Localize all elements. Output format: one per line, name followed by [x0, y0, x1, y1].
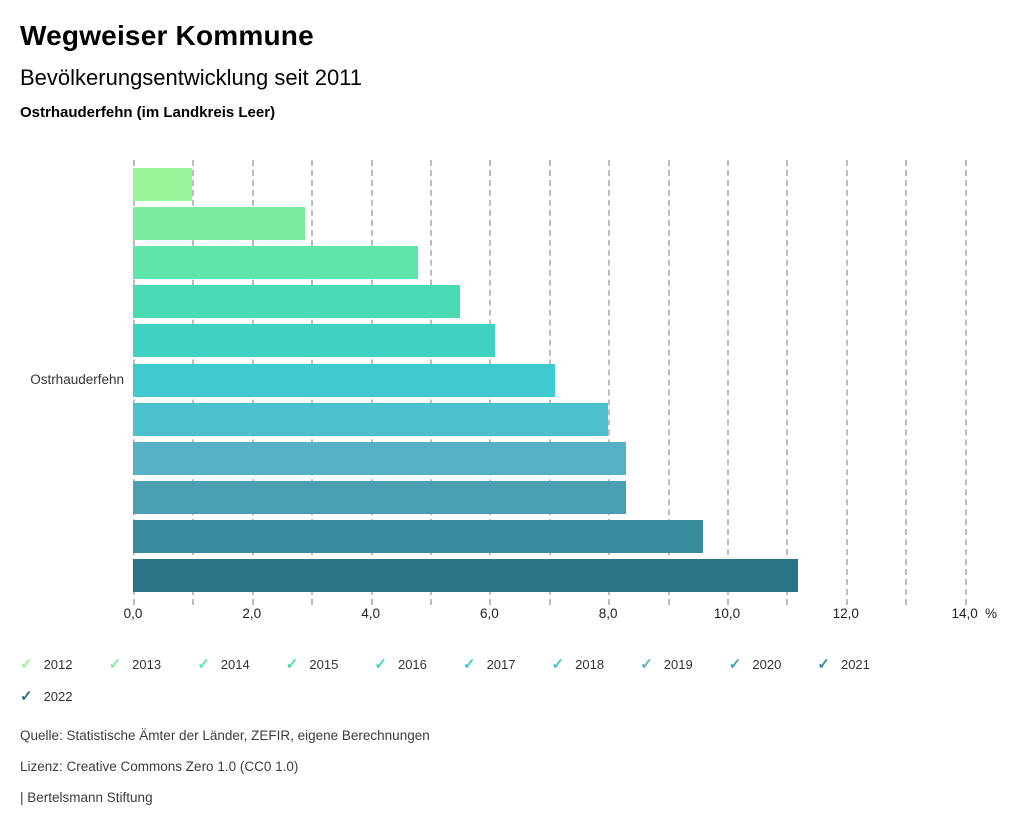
- checkmark-icon: ✓: [374, 656, 387, 673]
- legend-item-2019[interactable]: ✓ 2019: [640, 657, 693, 672]
- checkmark-icon: ✓: [285, 656, 299, 673]
- plot-area: [133, 160, 981, 605]
- gridline-14: [964, 160, 967, 605]
- y-axis-category-label: Ostrhauderfehn: [30, 372, 124, 387]
- legend-item-2016[interactable]: ✓ 2016: [374, 657, 427, 672]
- checkmark-icon: ✓: [640, 656, 653, 673]
- legend-item-label: 2020: [752, 657, 782, 672]
- legend-item-label: 2021: [840, 657, 870, 672]
- chart-subtitle: Ostrhauderfehn (im Landkreis Leer): [20, 104, 276, 121]
- checkmark-icon: ✓: [108, 656, 122, 673]
- checkmark-icon: ✓: [551, 656, 565, 673]
- legend-item-2022[interactable]: ✓ 2022: [20, 689, 73, 704]
- legend-item-label: 2012: [43, 657, 73, 672]
- legend-item-label: 2022: [43, 689, 73, 704]
- x-tick-6,0: 6,0: [480, 606, 499, 621]
- legend-item-2020[interactable]: ✓ 2020: [729, 657, 782, 672]
- legend-item-label: 2015: [309, 657, 339, 672]
- page-title: Wegweiser Kommune: [20, 20, 314, 51]
- legend-item-2018[interactable]: ✓ 2018: [552, 657, 605, 672]
- footer-license: Lizenz: Creative Commons Zero 1.0 (CC0 1…: [20, 759, 299, 774]
- bar-2013[interactable]: [133, 207, 306, 241]
- gridline-12: [845, 160, 848, 605]
- bar-2014[interactable]: [133, 246, 419, 280]
- x-tick-14,0: 14,0: [951, 606, 978, 621]
- x-tick-2,0: 2,0: [242, 606, 262, 621]
- bar-2018[interactable]: [133, 402, 609, 436]
- legend-item-label: 2019: [663, 657, 693, 672]
- gridline-11: [786, 160, 789, 605]
- checkmark-icon: ✓: [20, 688, 33, 705]
- legend-item-label: 2013: [132, 657, 162, 672]
- x-tick-0,0: 0,0: [123, 606, 143, 621]
- x-tick-8,0: 8,0: [598, 606, 618, 621]
- checkmark-icon: ✓: [728, 656, 742, 673]
- legend-item-2021[interactable]: ✓ 2021: [817, 657, 870, 672]
- bar-2015[interactable]: [133, 285, 460, 319]
- bar-2016[interactable]: [133, 324, 496, 358]
- bar-2012[interactable]: [133, 168, 193, 201]
- legend-item-2017[interactable]: ✓ 2017: [463, 657, 516, 672]
- chart-title: Bevölkerungsentwicklung seit 2011: [20, 65, 363, 90]
- gridline-9: [667, 160, 670, 605]
- bar-2021[interactable]: [133, 519, 704, 553]
- x-tick-12,0: 12,0: [832, 606, 859, 621]
- legend-item-label: 2018: [575, 657, 605, 672]
- gridline-13: [905, 160, 908, 605]
- x-axis-unit-label: %: [984, 606, 998, 621]
- legend-item-label: 2017: [486, 657, 516, 672]
- x-tick-4,0: 4,0: [361, 606, 380, 621]
- legend-item-label: 2016: [397, 657, 427, 672]
- gridline-8: [608, 160, 611, 605]
- legend-item-2012[interactable]: ✓ 2012: [20, 657, 73, 672]
- legend-item-2013[interactable]: ✓ 2013: [109, 657, 162, 672]
- checkmark-icon: ✓: [463, 656, 476, 673]
- footer-source: Quelle: Statistische Ämter der Länder, Z…: [20, 728, 430, 743]
- bar-2019[interactable]: [133, 441, 627, 475]
- x-tick-10,0: 10,0: [713, 606, 741, 621]
- legend-item-label: 2014: [220, 657, 250, 672]
- bar-2022[interactable]: [133, 559, 799, 592]
- bar-2017[interactable]: [133, 363, 555, 397]
- checkmark-icon: ✓: [20, 656, 33, 673]
- legend-item-2015[interactable]: ✓ 2015: [286, 657, 339, 672]
- footer-attribution: | Bertelsmann Stiftung: [20, 790, 153, 805]
- gridline-10: [727, 160, 729, 605]
- bar-2020[interactable]: [133, 480, 627, 514]
- legend-item-2014[interactable]: ✓ 2014: [197, 657, 250, 672]
- checkmark-icon: ✓: [817, 656, 830, 673]
- checkmark-icon: ✓: [197, 656, 210, 673]
